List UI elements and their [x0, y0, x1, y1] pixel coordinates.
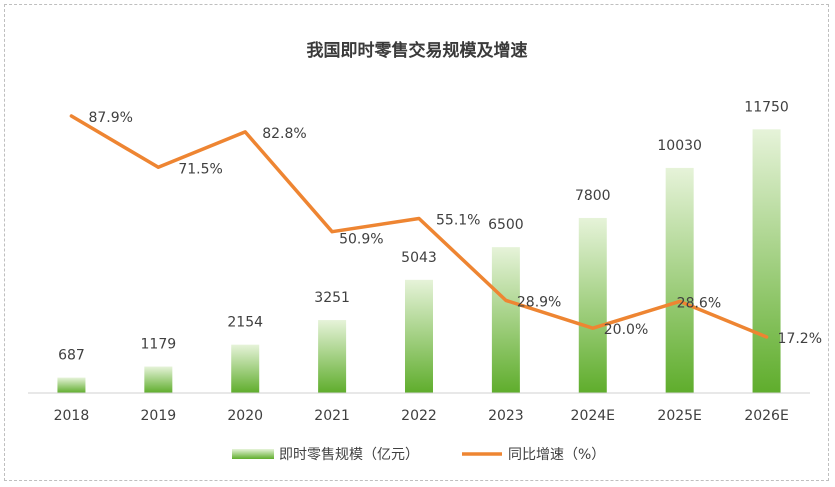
- bar-label-2025E: 10030: [657, 138, 702, 154]
- bar-label-2019: 1179: [141, 337, 177, 353]
- x-tick-2020: 2020: [227, 408, 263, 424]
- chart-title: 我国即时零售交易规模及增速: [307, 40, 528, 61]
- bar-label-2024E: 7800: [575, 188, 611, 204]
- bar-2025E: [665, 167, 694, 393]
- x-tick-2023: 2023: [488, 408, 524, 424]
- bar-label-2021: 3251: [314, 290, 350, 306]
- chart-frame: [4, 4, 829, 481]
- bar-2024E: [578, 217, 607, 393]
- bar-label-2020: 2154: [227, 315, 263, 331]
- bar-2021: [318, 320, 347, 393]
- bar-label-2022: 5043: [401, 250, 437, 266]
- bar-label-2026E: 11750: [744, 99, 789, 115]
- growth-rate-line: [69, 114, 769, 339]
- bar-2022: [405, 279, 433, 393]
- x-tick-2026E: 2026E: [744, 408, 788, 424]
- x-tick-2022: 2022: [401, 408, 437, 424]
- bar-2023: [491, 247, 520, 393]
- legend-bar-swatch: [232, 449, 274, 459]
- line-label-2019: 71.5%: [178, 161, 222, 177]
- legend: 即时零售规模（亿元） 同比增速（%）: [232, 447, 605, 463]
- legend-bar-label: 即时零售规模（亿元）: [279, 447, 419, 463]
- line-label-2025E: 28.6%: [677, 295, 721, 311]
- line-data-labels: 87.9% 71.5% 82.8% 50.9% 55.1% 28.9% 20.0% 28.6%…: [88, 110, 822, 347]
- x-tick-2024E: 2024E: [571, 408, 615, 424]
- bar-data-labels: 687 1179 2154 3251 5043 6500 7800 10030 11750: [58, 99, 789, 363]
- bar-label-2018: 687: [58, 348, 85, 364]
- line-label-2022: 55.1%: [436, 213, 480, 229]
- x-tick-2019: 2019: [141, 408, 177, 424]
- x-tick-2025E: 2025E: [657, 408, 701, 424]
- x-tick-labels: 2018 2019 2020 2021 2022 2023 2024E 2025E 2026E: [54, 408, 789, 424]
- line-label-2026E: 17.2%: [778, 331, 822, 347]
- bar-2020: [231, 344, 260, 393]
- x-tick-2018: 2018: [54, 408, 90, 424]
- line-label-2021: 50.9%: [339, 232, 383, 248]
- legend-line-label: 同比增速（%）: [508, 447, 605, 463]
- line-label-2018: 87.9%: [88, 110, 132, 126]
- line-label-2024E: 20.0%: [604, 322, 648, 338]
- bar-2026E: [752, 129, 781, 393]
- bar-series: [57, 129, 781, 393]
- bar-2019: [144, 366, 173, 393]
- x-tick-2021: 2021: [314, 408, 350, 424]
- bar-2018: [57, 377, 86, 393]
- line-label-2023: 28.9%: [517, 294, 561, 310]
- bar-label-2023: 6500: [488, 217, 524, 233]
- line-label-2020: 82.8%: [262, 126, 306, 142]
